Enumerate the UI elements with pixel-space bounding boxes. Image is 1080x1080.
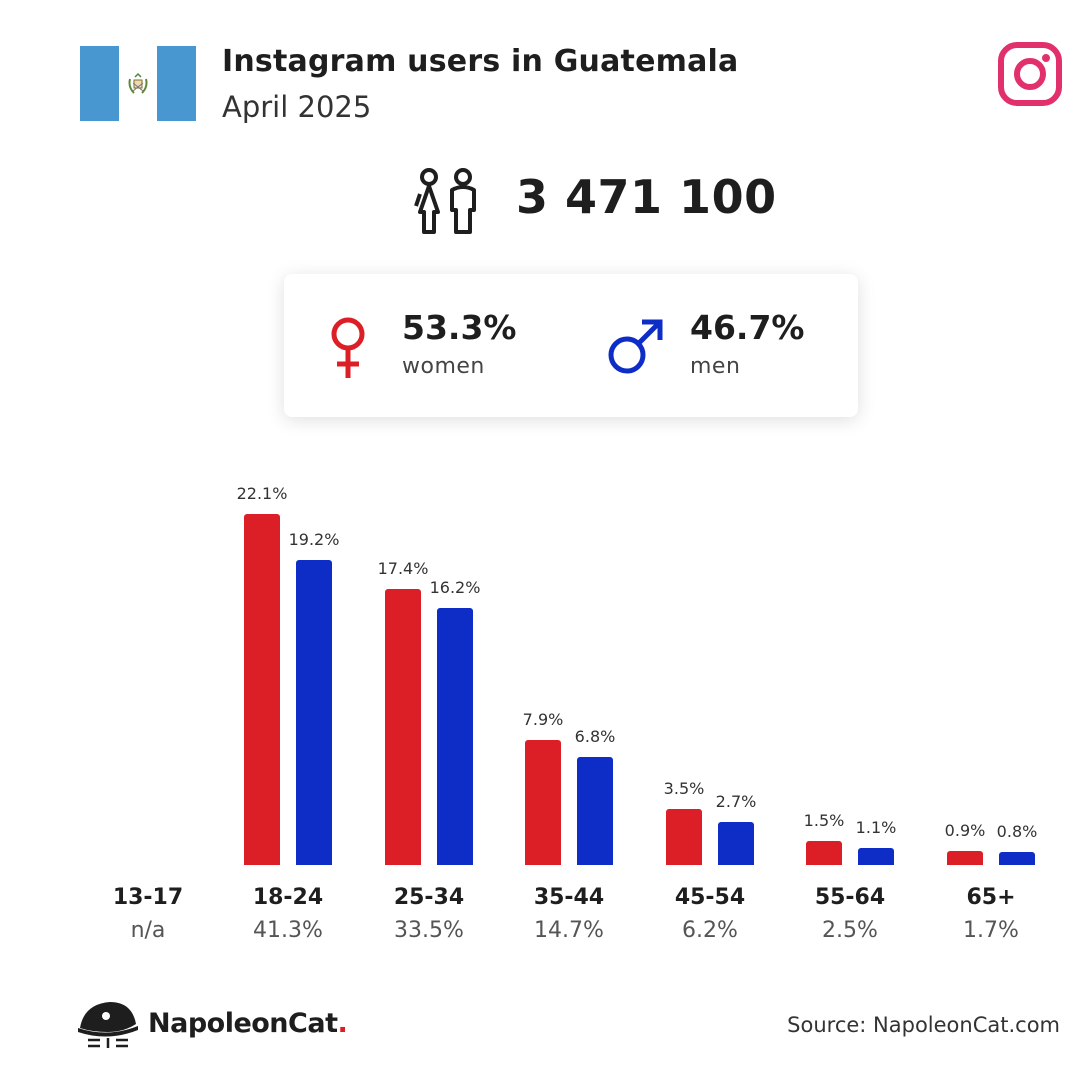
- category-label-35-44: 35-44: [533, 885, 605, 910]
- female-symbol-icon: [331, 317, 365, 378]
- bar-men-65+: [999, 852, 1035, 865]
- men-percentage: 46.7%: [690, 308, 805, 347]
- napoleoncat-logo-icon: [78, 1002, 138, 1048]
- bar-men-45-54: [718, 822, 754, 865]
- category-label-65+: 65+: [966, 885, 1016, 910]
- page-subtitle: April 2025: [222, 90, 372, 124]
- category-label-45-54: 45-54: [674, 885, 746, 910]
- category-total-18-24: 41.3%: [253, 918, 323, 943]
- category-total-13-17: n/a: [130, 918, 166, 943]
- value-label-women-45-54: 3.5%: [663, 779, 705, 798]
- category-label-13-17: 13-17: [112, 885, 184, 910]
- value-label-men-65+: 0.8%: [996, 822, 1038, 841]
- total-users: 3 471 100: [516, 170, 777, 224]
- source-credit: Source: NapoleonCat.com: [787, 1013, 1060, 1037]
- guatemala-flag-icon: [80, 46, 197, 121]
- category-total-65+: 1.7%: [963, 918, 1019, 943]
- value-label-women-55-64: 1.5%: [803, 811, 845, 830]
- value-label-men-55-64: 1.1%: [855, 818, 897, 837]
- bar-men-55-64: [858, 848, 894, 865]
- bar-women-55-64: [806, 841, 842, 865]
- value-label-men-25-34: 16.2%: [429, 578, 481, 597]
- category-label-55-64: 55-64: [814, 885, 886, 910]
- male-symbol-icon: [608, 319, 663, 374]
- brand-name: NapoleonCat.: [148, 1008, 348, 1039]
- instagram-icon: [998, 42, 1062, 106]
- category-total-25-34: 33.5%: [394, 918, 464, 943]
- bar-women-35-44: [525, 740, 561, 865]
- category-total-35-44: 14.7%: [534, 918, 604, 943]
- bar-women-25-34: [385, 589, 421, 865]
- bar-women-45-54: [666, 809, 702, 865]
- gender-card: 53.3% women 46.7% men: [284, 274, 858, 417]
- women-percentage: 53.3%: [402, 308, 517, 347]
- category-total-55-64: 2.5%: [822, 918, 878, 943]
- value-label-women-35-44: 7.9%: [522, 710, 564, 729]
- value-label-men-45-54: 2.7%: [715, 792, 757, 811]
- value-label-women-18-24: 22.1%: [236, 484, 288, 503]
- bar-women-18-24: [244, 514, 280, 865]
- users-icon: [414, 168, 476, 234]
- bar-men-18-24: [296, 560, 332, 865]
- category-label-18-24: 18-24: [252, 885, 324, 910]
- category-label-25-34: 25-34: [393, 885, 465, 910]
- value-label-women-25-34: 17.4%: [377, 559, 429, 578]
- bar-men-35-44: [577, 757, 613, 865]
- women-label: women: [402, 354, 485, 379]
- bar-men-25-34: [437, 608, 473, 865]
- coat-of-arms-icon: [128, 72, 148, 94]
- men-label: men: [690, 354, 741, 379]
- value-label-men-18-24: 19.2%: [288, 530, 340, 549]
- value-label-men-35-44: 6.8%: [574, 727, 616, 746]
- value-label-women-65+: 0.9%: [944, 821, 986, 840]
- bar-women-65+: [947, 851, 983, 865]
- category-total-45-54: 6.2%: [682, 918, 738, 943]
- page-title: Instagram users in Guatemala: [222, 44, 739, 79]
